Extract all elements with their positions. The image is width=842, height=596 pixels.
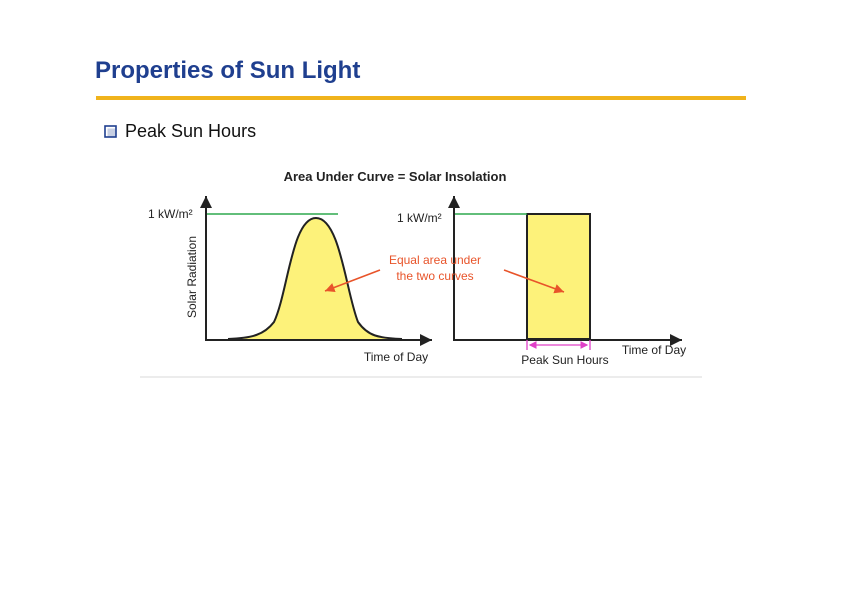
equal-area-annotation: Equal area under the two curves <box>324 253 565 294</box>
bullet-text: Peak Sun Hours <box>125 120 257 141</box>
span-label: Peak Sun Hours <box>521 353 608 367</box>
bell-curve-area <box>228 218 402 339</box>
checkbox-bullet-icon <box>104 124 117 138</box>
insolation-figure: Area Under Curve = Solar Insolation 1 kW… <box>140 160 702 382</box>
title-rule <box>96 96 746 100</box>
annotation-arrow-left <box>324 269 381 293</box>
right-x-axis-label: Time of Day <box>622 343 686 357</box>
slide-title: Properties of Sun Light <box>95 57 361 84</box>
left-y-tick-label: 1 kW/m² <box>148 207 193 221</box>
left-x-axis-label: Time of Day <box>364 350 428 364</box>
annotation-line-1: Equal area under <box>389 253 481 267</box>
insolation-diagram: Area Under Curve = Solar Insolation 1 kW… <box>140 169 702 378</box>
right-y-tick-label: 1 kW/m² <box>397 211 442 225</box>
left-plot: 1 kW/m² Solar Radiation Time of Day <box>148 196 432 364</box>
bullet-row: Peak Sun Hours <box>104 120 256 142</box>
bell-curve-outline <box>227 216 403 340</box>
left-y-axis-label: Solar Radiation <box>185 236 199 318</box>
annotation-arrow-right <box>503 269 565 294</box>
annotation-line-2: the two curves <box>396 269 473 283</box>
figure-heading: Area Under Curve = Solar Insolation <box>284 169 507 184</box>
right-plot: 1 kW/m² Time of Day Peak Sun Hours <box>397 196 686 367</box>
peak-sun-rectangle <box>526 213 591 340</box>
